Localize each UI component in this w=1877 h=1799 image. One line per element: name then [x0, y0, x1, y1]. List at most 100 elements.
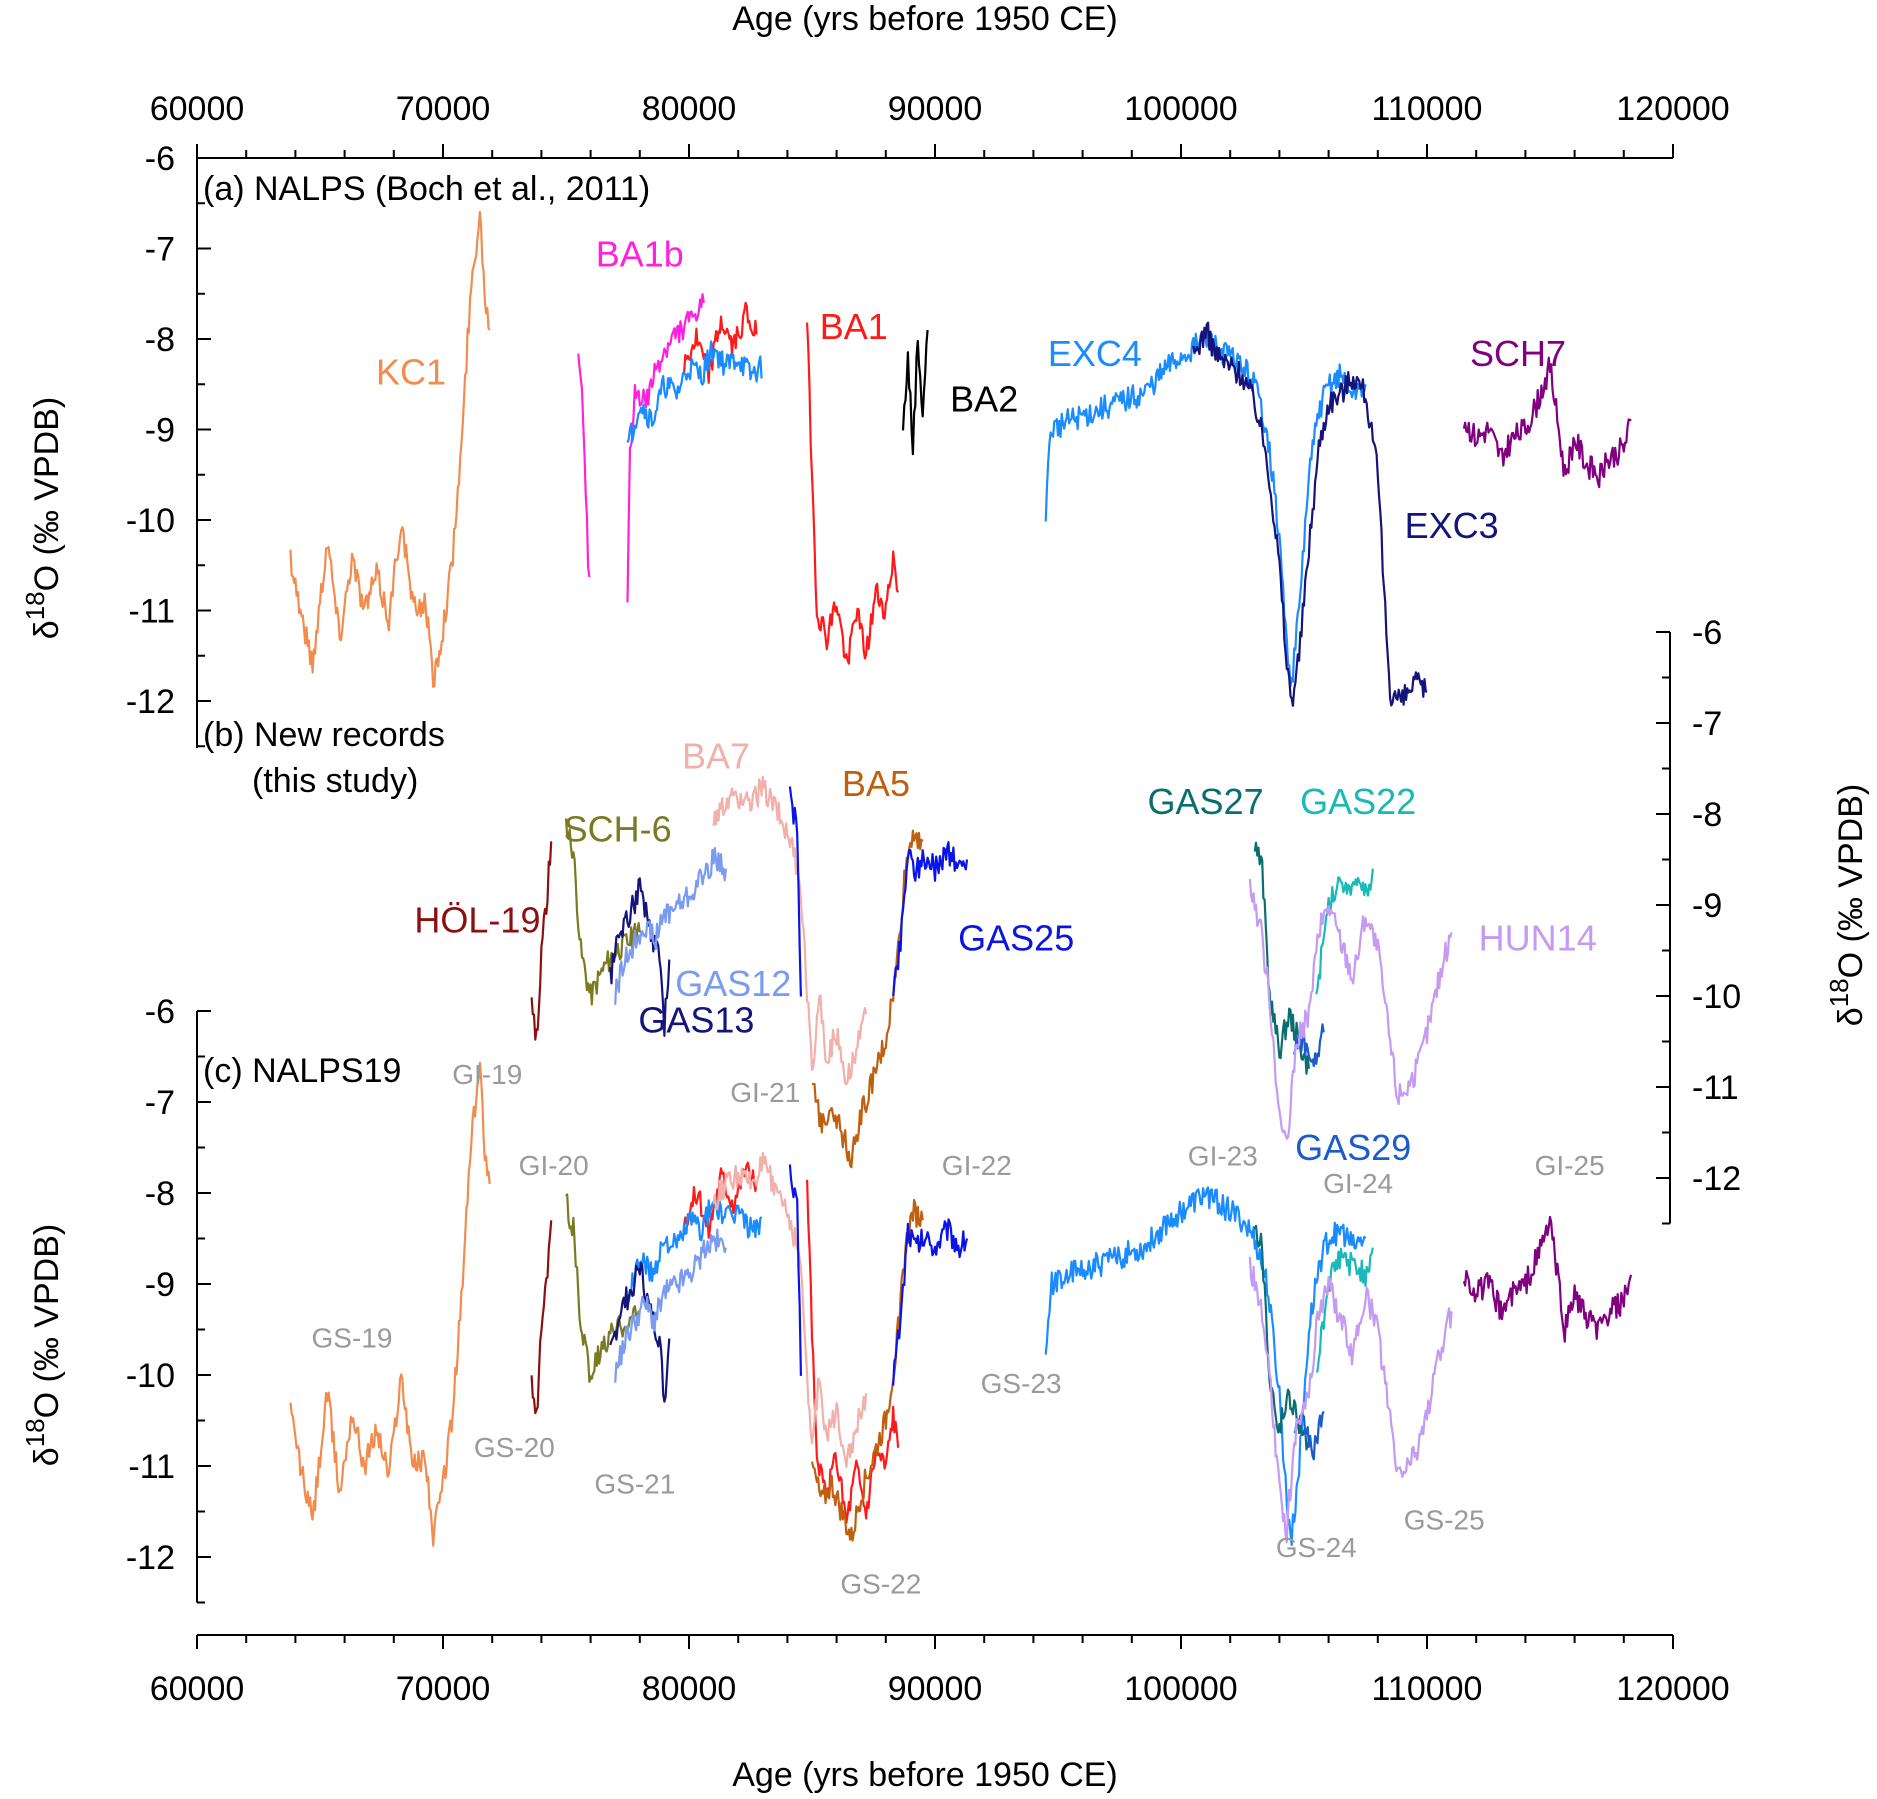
- axes: 60000 60000 70000 70000 80000 80000 90000 90000…: [20, 0, 1870, 1794]
- record-label-ba1b: BA1b: [596, 234, 684, 275]
- series-line-gas25-panel-b: [788, 786, 969, 997]
- y-title-delta: δ: [1832, 1007, 1870, 1026]
- y-axis-title-b-text: δ18O (‰ VPDB): [1824, 784, 1870, 1026]
- event-label-gi-21: GI-21: [730, 1077, 800, 1108]
- series-line-ba5-panel-b: [811, 829, 924, 1169]
- bottom-x-tick-label: 110000: [1372, 1670, 1483, 1708]
- top-x-tick-label: 110000: [1372, 90, 1483, 128]
- series-line-gas25-panel-c: [788, 1164, 969, 1386]
- panel-label-c: (c) NALPS19: [203, 1052, 401, 1090]
- record-lines: [289, 210, 1633, 1547]
- record-label-h-l-19: HÖL-19: [414, 899, 540, 940]
- series-line-hun14-panel-b: [1248, 878, 1453, 1140]
- event-label-gi-22: GI-22: [942, 1150, 1012, 1181]
- bottom-x-tick-label: 60000: [150, 1670, 245, 1708]
- record-label-ba1: BA1: [820, 306, 888, 347]
- event-label-gs-23: GS-23: [981, 1368, 1062, 1399]
- y-tick-label-c: -12: [126, 1539, 175, 1577]
- panel-label-b-line2: (this study): [252, 762, 418, 800]
- series-line-kc1-panel-c: [289, 1061, 491, 1547]
- y-tick-label-a: -11: [128, 593, 175, 631]
- record-label-sch7: SCH7: [1470, 333, 1566, 374]
- y-tick-label-c: -6: [145, 993, 175, 1031]
- series-line-ba7-panel-c: [712, 1151, 868, 1469]
- series-line-ba2-panel-a: [901, 329, 929, 456]
- y-title-delta: δ: [28, 620, 66, 639]
- event-label-gs-25: GS-25: [1404, 1505, 1485, 1536]
- y-title-delta: δ: [28, 1447, 66, 1466]
- y-tick-label-b: -10: [1692, 978, 1741, 1016]
- y-tick-label-c: -11: [128, 1448, 175, 1486]
- record-label-ba5: BA5: [842, 763, 910, 804]
- y-axis-title-c: δ18O (‰ VPDB): [20, 1224, 66, 1466]
- event-label-gs-19: GS-19: [312, 1323, 393, 1354]
- event-label-gs-21: GS-21: [594, 1468, 675, 1499]
- y-axis-title-c-text: δ18O (‰ VPDB): [20, 1224, 66, 1466]
- record-label-sch-6: SCH-6: [564, 808, 672, 849]
- y-title-rest: O (‰ VPDB): [28, 1224, 66, 1419]
- series-line-gas22-panel-b: [1315, 868, 1374, 995]
- y-title-sup: 18: [20, 1418, 50, 1447]
- top-x-tick-label: 80000: [642, 90, 737, 128]
- series-line-gas29-panel-c: [1293, 1410, 1325, 1461]
- y-axis-title-a: δ18O (‰ VPDB): [20, 397, 66, 639]
- top-x-tick-label: 100000: [1124, 90, 1237, 128]
- y-tick-label-a: -10: [126, 502, 175, 540]
- y-title-sup: 18: [1824, 978, 1854, 1007]
- bottom-x-tick-label: 120000: [1616, 1670, 1729, 1708]
- series-line-h-l-19-panel-c: [530, 1220, 553, 1415]
- y-title-rest: O (‰ VPDB): [28, 397, 66, 592]
- panel-label-b-line1: (b) New records: [203, 716, 445, 754]
- series-line-sch7-panel-c: [1462, 1215, 1633, 1343]
- series-line-exc4-panel-c: [626, 1186, 1367, 1546]
- record-label-kc1: KC1: [376, 351, 446, 392]
- y-tick-label-a: -6: [145, 140, 175, 178]
- y-tick-label-c: -7: [145, 1084, 175, 1122]
- record-label-hun14: HUN14: [1479, 918, 1597, 959]
- series-line-ba1-panel-a: [683, 301, 900, 665]
- record-label-exc3: EXC3: [1405, 505, 1499, 546]
- bottom-x-tick-label: 70000: [396, 1670, 491, 1708]
- event-label-gi-19: GI-19: [452, 1059, 522, 1090]
- record-label-gas25: GAS25: [958, 918, 1074, 959]
- series-line-kc1-panel-a: [289, 210, 491, 688]
- y-tick-label-a: -9: [145, 412, 175, 450]
- series-line-sch7-panel-a: [1462, 356, 1632, 489]
- y-tick-label-b: -9: [1692, 887, 1722, 925]
- y-tick-label-a: -12: [126, 683, 175, 721]
- bottom-x-tick-label: 100000: [1124, 1670, 1237, 1708]
- y-tick-label-b: -11: [1692, 1069, 1739, 1107]
- y-tick-label-b: -7: [1692, 705, 1722, 743]
- top-x-tick-label: 120000: [1616, 90, 1729, 128]
- y-title-sup: 18: [20, 591, 50, 620]
- y-axis-title-b: δ18O (‰ VPDB): [1824, 784, 1870, 1026]
- record-label-ba2: BA2: [950, 378, 1018, 419]
- series-line-gas12-panel-c: [614, 1228, 727, 1383]
- series-line-sch-6-panel-c: [565, 1193, 640, 1383]
- series-line-gas13-panel-c: [609, 1262, 671, 1403]
- series-line-ba1b-panel-a: [577, 293, 705, 603]
- y-tick-label-c: -9: [145, 1266, 175, 1304]
- event-label-gi-24: GI-24: [1323, 1168, 1393, 1199]
- y-tick-label-a: -7: [145, 231, 175, 269]
- event-label-gs-20: GS-20: [474, 1432, 555, 1463]
- panel-label-a: (a) NALPS (Boch et al., 2011): [203, 170, 650, 208]
- y-tick-label-a: -8: [145, 321, 175, 359]
- series-line-exc3-panel-a: [1192, 321, 1428, 707]
- record-label-gas12: GAS12: [675, 963, 791, 1004]
- series-line-hun14-panel-c: [1248, 1256, 1453, 1544]
- y-tick-label-c: -10: [126, 1357, 175, 1395]
- event-label-gi-20: GI-20: [519, 1150, 589, 1181]
- y-axis-title-a-text: δ18O (‰ VPDB): [20, 397, 66, 639]
- y-tick-label-b: -12: [1692, 1160, 1741, 1198]
- series-line-gas22-panel-c: [1315, 1247, 1374, 1374]
- event-label-gi-25: GI-25: [1535, 1150, 1605, 1181]
- bottom-x-tick-label: 90000: [888, 1670, 983, 1708]
- series-line-h-l-19-panel-b: [530, 841, 553, 1041]
- record-label-exc4: EXC4: [1048, 333, 1142, 374]
- event-label-gs-22: GS-22: [840, 1568, 921, 1599]
- record-label-gas27: GAS27: [1148, 781, 1264, 822]
- series-line-sch-6-panel-b: [564, 818, 641, 1006]
